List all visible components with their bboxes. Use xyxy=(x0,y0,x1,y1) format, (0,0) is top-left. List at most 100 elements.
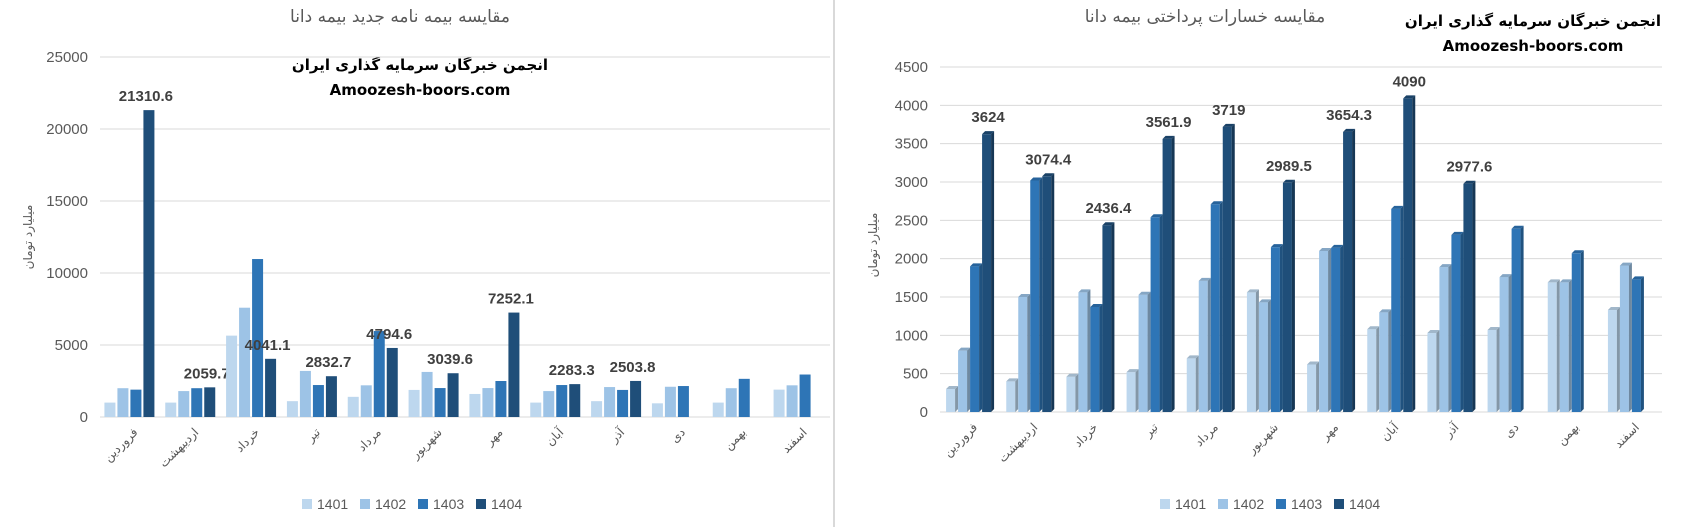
right-chart-bar-1404 xyxy=(1162,138,1172,412)
right-chart-bar-top-1403 xyxy=(1391,205,1404,209)
right-chart-x-tick-label: شهریور xyxy=(1244,420,1282,458)
right-chart-bar-side-1404 xyxy=(1352,128,1356,412)
right-chart-x-tick-label: آذر xyxy=(1440,419,1463,442)
left-chart-bar-1402 xyxy=(604,387,616,417)
left-chart-data-label: 7252.1 xyxy=(488,291,534,308)
right-chart-data-label: 3654.3 xyxy=(1326,107,1372,124)
right-chart-bar-top-1402 xyxy=(1258,299,1271,303)
left-chart-bar-1404 xyxy=(508,312,520,417)
right-chart-bar-top-1401 xyxy=(1066,373,1079,377)
right-chart-bar-side-1402 xyxy=(1328,248,1332,412)
right-chart-bar-top-1401 xyxy=(1186,355,1199,359)
right-chart-data-label: 3561.9 xyxy=(1146,114,1192,131)
left-chart-x-tick-label: مهر xyxy=(482,425,506,449)
left-chart-bar-1401 xyxy=(104,402,116,417)
right-chart-bar-top-1402 xyxy=(1439,264,1452,268)
left-chart-y-tick-label: 0 xyxy=(80,409,88,426)
left-chart-bar-1404 xyxy=(204,387,216,417)
right-chart-bar-side-1402 xyxy=(1508,274,1512,412)
right-chart-y-tick-label: 3000 xyxy=(895,174,928,191)
left-chart-title: مقایسه بیمه نامه جدید بیمه دانا xyxy=(290,7,510,27)
left-y-axis-title: میلیارد تومان xyxy=(21,205,36,270)
right-chart-bar-1403 xyxy=(970,266,980,412)
right-chart-bar-top-1402 xyxy=(1379,309,1392,313)
left-chart-x-tick-label: بهمن xyxy=(721,425,749,453)
right-chart-bar-top-1402 xyxy=(1619,262,1632,266)
left-chart-bar-1402 xyxy=(178,391,190,417)
right-chart-bar-side-1404 xyxy=(991,131,995,412)
left-chart-y-tick-label: 15000 xyxy=(46,193,88,210)
right-chart-bar-1401 xyxy=(1547,282,1557,412)
right-chart-y-tick-label: 3500 xyxy=(895,136,928,153)
right-chart-data-label: 2977.6 xyxy=(1446,159,1492,176)
right-chart-bar-side-1402 xyxy=(1087,289,1091,412)
right-chart-bar-side-1402 xyxy=(967,347,971,412)
right-chart-bar-1401 xyxy=(1126,372,1136,412)
right-chart-x-tick-label: مهر xyxy=(1317,420,1341,444)
right-chart-bar-side-1403 xyxy=(1460,231,1464,412)
left-chart-data-label: 4041.1 xyxy=(245,337,291,354)
right-chart-bar-side-1403 xyxy=(1099,303,1103,412)
right-chart-bar-top-1404 xyxy=(1162,135,1175,139)
right-chart-data-label: 3719 xyxy=(1212,102,1245,119)
right-chart-title: مقایسه خسارات پرداختی بیمه دانا xyxy=(1085,7,1326,27)
right-chart-bar-1403 xyxy=(1631,279,1641,412)
right-chart-legend-label-1403: 1403 xyxy=(1291,496,1322,512)
right-chart-bar-1402 xyxy=(1258,302,1268,412)
left-chart-x-tick-label: اسفند xyxy=(779,425,810,456)
right-chart-bar-side-1404 xyxy=(1051,173,1055,412)
right-chart-bar-top-1404 xyxy=(982,131,995,135)
right-chart-x-tick-label: فروردین xyxy=(941,420,981,460)
right-chart-bar-side-1404 xyxy=(1231,123,1235,413)
right-chart-y-tick-label: 1000 xyxy=(895,327,928,344)
left-chart-data-label: 4794.6 xyxy=(366,326,412,343)
right-chart-bar-top-1404 xyxy=(1463,180,1476,184)
right-chart-bar-1403 xyxy=(1030,180,1040,412)
right-chart-legend-swatch-1402 xyxy=(1218,499,1228,509)
left-chart-bar-1402 xyxy=(360,385,372,417)
left-chart-x-tick-label: خرداد xyxy=(232,425,262,455)
left-watermark-line1: انجمن خبرگان سرمایه گذاری ایران xyxy=(292,56,548,74)
right-chart-bar-1402 xyxy=(958,350,968,412)
left-chart-bar-1404 xyxy=(265,358,277,417)
right-chart-bar-side-1404 xyxy=(1472,180,1476,412)
right-chart-bar-1404 xyxy=(1463,183,1473,412)
left-chart-bar-1403 xyxy=(799,374,811,417)
left-chart-bar-1403 xyxy=(191,388,203,417)
left-chart: 0 5000 10000 15000 20000 25000 21310.6 فروردین 2… xyxy=(46,49,830,512)
right-chart-data-label: 3074.4 xyxy=(1025,151,1072,168)
right-chart-bar-top-1402 xyxy=(958,347,971,351)
right-chart-bar-top-1402 xyxy=(1078,289,1091,293)
right-chart-x-tick-label: بهمن xyxy=(1554,420,1582,448)
right-chart-bar-1404 xyxy=(1102,225,1112,412)
right-chart-legend-swatch-1401 xyxy=(1160,499,1170,509)
right-chart-bar-top-1403 xyxy=(1030,177,1043,181)
right-chart-data-label: 4090 xyxy=(1393,73,1426,90)
right-chart-bar-top-1404 xyxy=(1403,95,1416,99)
right-chart-legend-swatch-1403 xyxy=(1276,499,1286,509)
right-chart-x-tick-label: تیر xyxy=(1140,420,1161,441)
right-chart-bar-side-1403 xyxy=(1580,250,1584,412)
left-chart-bar-1402 xyxy=(421,371,433,417)
left-chart-bar-1401 xyxy=(591,401,603,417)
left-chart-x-tick-label: شهریور xyxy=(408,425,446,463)
right-chart-bar-top-1401 xyxy=(1367,326,1380,330)
right-chart-bar-1401 xyxy=(1487,329,1497,412)
left-chart-bar-1404 xyxy=(630,380,642,417)
right-chart-bar-top-1403 xyxy=(1331,244,1344,248)
right-chart-bar-top-1402 xyxy=(1319,248,1332,251)
right-chart-bar-1404 xyxy=(1403,98,1413,412)
right-chart-y-tick-label: 2500 xyxy=(895,212,928,229)
right-chart-x-tick-label: اسفند xyxy=(1611,420,1642,451)
left-chart-bar-1403 xyxy=(556,385,568,417)
right-chart-bar-side-1402 xyxy=(1207,277,1211,412)
right-chart-bar-1402 xyxy=(1619,265,1629,412)
right-chart-bar-side-1404 xyxy=(1412,95,1416,412)
right-chart-x-tick-label: آبان xyxy=(1377,419,1402,444)
right-chart-bar-side-1401 xyxy=(1316,361,1320,412)
right-chart-bar-1401 xyxy=(1006,381,1016,412)
left-chart-x-tick-label: آبان xyxy=(542,424,567,449)
right-chart-bar-top-1401 xyxy=(1307,361,1320,365)
right-chart-y-tick-label: 1500 xyxy=(895,289,928,306)
left-chart-bar-1403 xyxy=(677,386,689,417)
